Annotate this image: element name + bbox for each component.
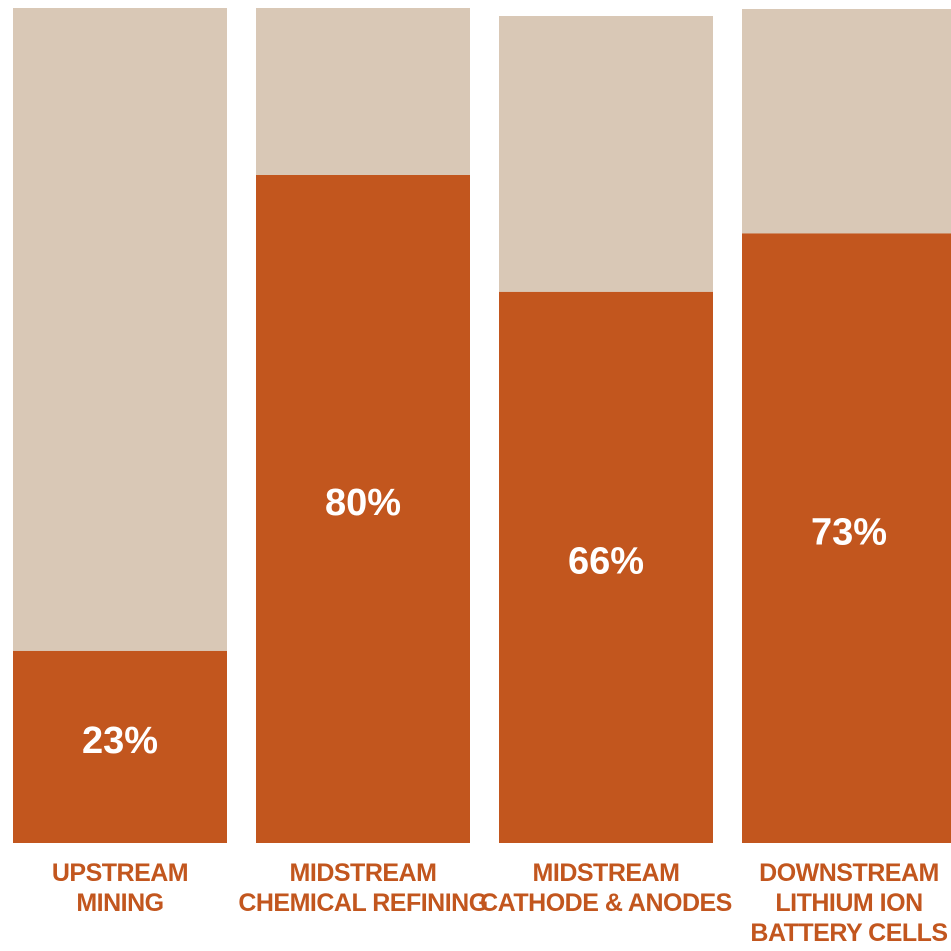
bar-remainder-4 [742, 9, 951, 234]
value-label-3: 66% [568, 540, 644, 582]
category-label-3-line-2: CATHODE & ANODES [480, 889, 732, 917]
value-label-1: 23% [82, 720, 158, 762]
bar-share-1 [13, 650, 227, 843]
bar-remainder-2 [256, 8, 470, 175]
category-label-1-line-2: MINING [76, 889, 163, 917]
bar-share-3 [499, 291, 713, 843]
category-label-3-line-1: MIDSTREAM [533, 859, 680, 887]
category-label-2-line-1: MIDSTREAM [290, 859, 437, 887]
category-label-1-line-1: UPSTREAM [52, 859, 188, 887]
value-label-4: 73% [811, 511, 887, 553]
category-label-4: DOWNSTREAM LITHIUM ION BATTERY CELLS [750, 859, 947, 947]
category-label-1: UPSTREAM MINING [52, 859, 188, 917]
bar-share-4 [742, 233, 951, 843]
bar-remainder-1 [13, 8, 227, 651]
category-label-3: MIDSTREAM CATHODE & ANODES [480, 859, 732, 917]
category-label-2: MIDSTREAM CHEMICAL REFINING [238, 859, 487, 917]
value-label-2: 80% [325, 482, 401, 524]
category-label-4-line-2: LITHIUM ION [775, 889, 922, 917]
bars-group [13, 8, 951, 843]
value-labels-group: 23% 80% 66% 73% [82, 482, 887, 762]
bar-share-2 [256, 175, 470, 843]
bar-remainder-3 [499, 16, 713, 292]
category-label-4-line-3: BATTERY CELLS [750, 919, 947, 947]
category-label-4-line-1: DOWNSTREAM [759, 859, 939, 887]
category-label-2-line-2: CHEMICAL REFINING [238, 889, 487, 917]
